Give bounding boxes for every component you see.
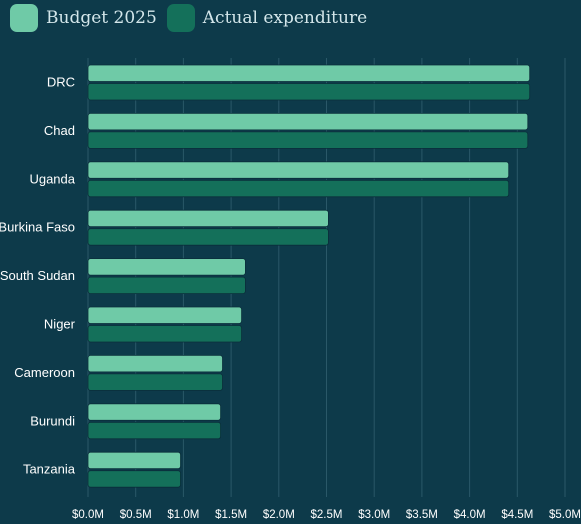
x-tick-label: $4.0M <box>454 509 486 521</box>
x-tick-label: $3.0M <box>358 509 390 521</box>
bar-budget-cameroon[interactable] <box>87 354 223 373</box>
bar-budget-chad[interactable] <box>87 113 529 131</box>
legend-label-budget: Budget 2025 <box>46 8 157 28</box>
x-tick-label: $1.0M <box>167 509 199 521</box>
bar-budget-burundi[interactable] <box>87 403 222 421</box>
bars <box>87 64 531 488</box>
bar-budget-niger[interactable] <box>87 306 242 324</box>
bar-actual-south-sudan[interactable] <box>87 276 246 295</box>
category-label: Chad <box>44 123 75 138</box>
x-axis-tick-labels: $0.0M $0.5M $1.0M $1.5M $2.0M $2.5M $3.0M $3.5M… <box>72 509 581 521</box>
bar-budget-burkina-faso[interactable] <box>87 209 329 228</box>
legend-swatch-actual <box>166 4 195 32</box>
bar-actual-uganda[interactable] <box>87 179 510 198</box>
x-tick-label: $1.5M <box>215 509 247 521</box>
category-label: Uganda <box>29 171 75 186</box>
bar-actual-chad[interactable] <box>87 131 529 149</box>
bar-budget-tanzania[interactable] <box>87 451 181 470</box>
category-labels: DRC Chad Uganda Burkina Faso South Sudan Nige… <box>0 75 76 477</box>
bar-actual-tanzania[interactable] <box>87 470 181 488</box>
bar-actual-niger[interactable] <box>87 325 242 343</box>
bar-budget-south-sudan[interactable] <box>87 258 246 276</box>
category-label: Burkina Faso <box>0 220 75 235</box>
category-label: Cameroon <box>14 365 75 380</box>
legend-entry-actual[interactable]: Actual expenditure <box>166 4 368 32</box>
x-tick-label: $5.0M <box>549 509 581 521</box>
category-label: Burundi <box>30 413 75 428</box>
chart-legend: Budget 2025 Actual expenditure <box>10 3 367 33</box>
x-tick-label: $2.5M <box>311 509 343 521</box>
x-tick-label: $0.5M <box>120 509 152 521</box>
x-tick-label: $0.0M <box>72 509 104 521</box>
legend-entry-budget[interactable]: Budget 2025 <box>10 4 157 32</box>
category-label: Tanzania <box>23 462 76 477</box>
category-label: Niger <box>44 317 76 332</box>
legend-swatch-budget <box>10 4 38 32</box>
bar-budget-drc[interactable] <box>87 64 531 82</box>
bar-budget-uganda[interactable] <box>87 161 510 179</box>
bar-actual-burkina-faso[interactable] <box>87 228 329 246</box>
bar-actual-burundi[interactable] <box>87 421 222 440</box>
bar-actual-cameroon[interactable] <box>87 373 223 391</box>
category-label: South Sudan <box>0 268 75 283</box>
x-tick-label: $2.0M <box>263 509 295 521</box>
legend-label-actual: Actual expenditure <box>202 8 368 28</box>
bar-actual-drc[interactable] <box>87 83 531 101</box>
x-tick-label: $4.5M <box>501 509 533 521</box>
category-label: DRC <box>47 75 75 90</box>
x-tick-label: $3.5M <box>406 509 438 521</box>
